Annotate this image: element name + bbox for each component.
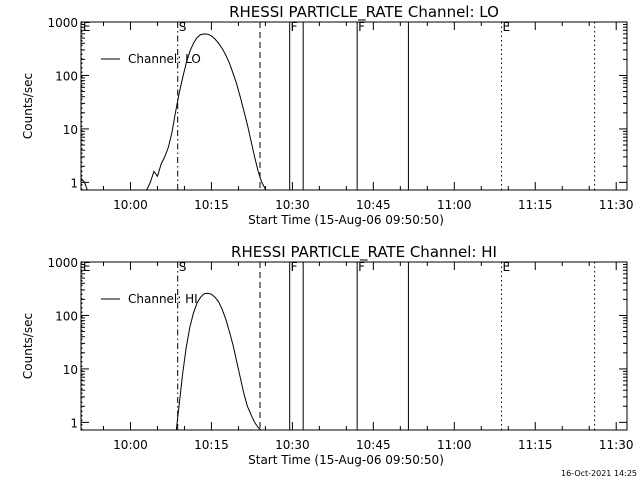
series-line: [80, 33, 267, 191]
event-marker-label: E: [83, 260, 91, 274]
x-tick-label: 11:30: [599, 198, 634, 212]
x-tick-label: 11:30: [599, 438, 634, 452]
x-axis-label: Start Time (15-Aug-06 09:50:50): [248, 213, 444, 227]
event-marker-label: F: [291, 20, 298, 34]
x-tick-label: 10:00: [113, 438, 148, 452]
series-line: [175, 292, 262, 431]
y-tick-label: 10: [63, 363, 78, 377]
y-tick-label: 100: [55, 309, 78, 323]
y-tick-label: 10: [63, 123, 78, 137]
plot-frame: [80, 21, 628, 191]
x-tick-label: 11:00: [437, 438, 472, 452]
chart-panel-2: RHESSI PARTICLE_RATE Channel: HI Counts/s…: [21, 243, 634, 467]
x-tick-label: 10:30: [275, 438, 310, 452]
event-marker-label: F: [291, 260, 298, 274]
x-tick-label: 10:00: [113, 198, 148, 212]
y-tick-label: 1: [70, 176, 78, 190]
x-axis-label: Start Time (15-Aug-06 09:50:50): [248, 453, 444, 467]
plot-frame: [80, 261, 628, 431]
y-axis-label: Counts/sec: [21, 313, 35, 379]
y-axis-label: Counts/sec: [21, 73, 35, 139]
x-tick-label: 10:15: [194, 198, 229, 212]
event-marker-label: E: [83, 20, 91, 34]
x-tick-label: 11:00: [437, 198, 472, 212]
y-tick-label: 100: [55, 69, 78, 83]
event-marker-label: F: [358, 20, 365, 34]
x-tick-label: 10:45: [356, 198, 391, 212]
chart-title: RHESSI PARTICLE_RATE Channel: HI: [231, 243, 497, 262]
event-marker-label: F: [358, 260, 365, 274]
y-tick-label: 1000: [47, 256, 78, 270]
footer-timestamp: 16-Oct-2021 14:25: [561, 469, 637, 478]
event-marker-label: E: [503, 20, 511, 34]
event-marker-label: S: [179, 20, 187, 34]
chart-title: RHESSI PARTICLE_RATE Channel: LO: [229, 3, 499, 22]
legend-label: Channel: LO: [128, 52, 201, 66]
x-tick-label: 11:15: [518, 438, 553, 452]
y-tick-label: 1: [70, 416, 78, 430]
x-tick-label: 10:30: [275, 198, 310, 212]
legend-label: Channel: HI: [128, 292, 198, 306]
event-marker-label: S: [179, 260, 187, 274]
x-tick-label: 10:15: [194, 438, 229, 452]
chart-panel-1: RHESSI PARTICLE_RATE Channel: LO Counts/s…: [21, 3, 634, 227]
y-tick-label: 1000: [47, 16, 78, 30]
x-tick-label: 11:15: [518, 198, 553, 212]
x-tick-label: 10:45: [356, 438, 391, 452]
event-marker-label: E: [503, 260, 511, 274]
